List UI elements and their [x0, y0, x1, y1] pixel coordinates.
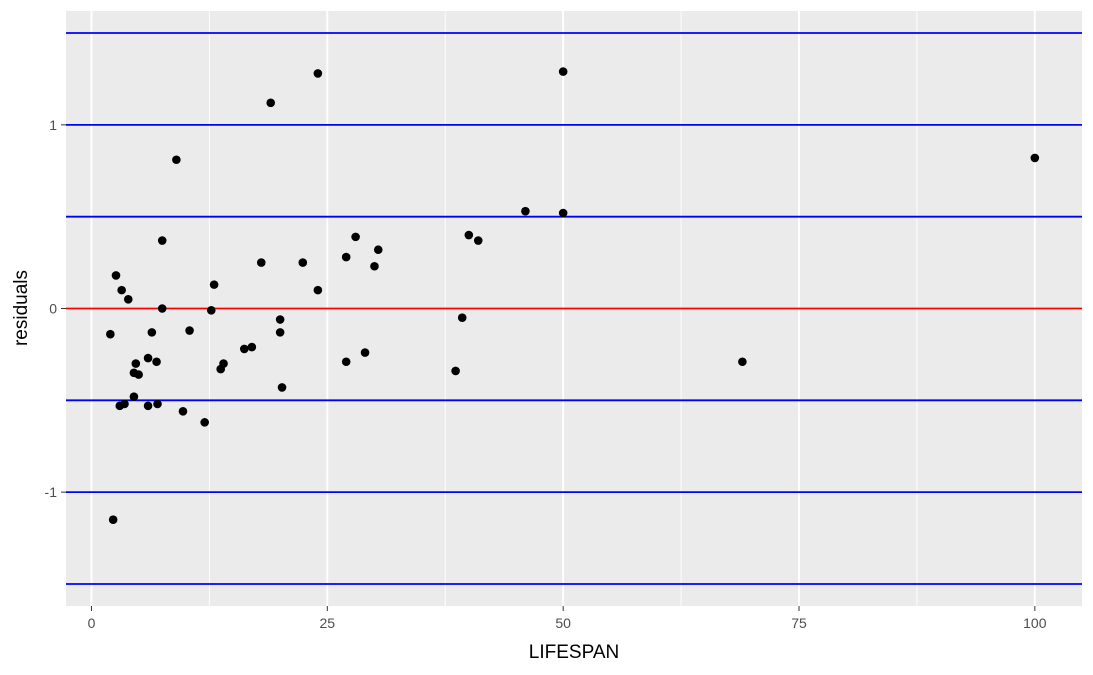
data-point — [143, 353, 153, 363]
x-tick-label: 100 — [1023, 615, 1047, 631]
data-point — [111, 271, 121, 280]
data-point — [464, 230, 474, 240]
data-point — [134, 370, 143, 379]
data-point — [247, 342, 257, 352]
data-point — [131, 359, 141, 368]
data-point — [298, 258, 308, 267]
data-point — [206, 306, 216, 315]
data-point — [266, 98, 276, 108]
x-tick-label: 75 — [791, 615, 807, 631]
data-point — [152, 357, 161, 367]
data-point — [457, 313, 467, 322]
data-point — [120, 399, 129, 409]
data-point — [370, 261, 379, 271]
data-point — [106, 329, 115, 339]
data-point — [275, 328, 285, 337]
data-points — [106, 67, 1040, 524]
y-tick-label: 1 — [49, 117, 57, 133]
data-point — [239, 344, 249, 354]
data-point — [185, 326, 194, 335]
data-point — [341, 357, 351, 367]
data-point — [521, 206, 530, 216]
data-point — [275, 315, 285, 324]
data-point — [117, 285, 126, 295]
data-point — [738, 357, 747, 367]
data-point — [172, 155, 181, 165]
data-point — [360, 348, 370, 357]
data-point — [341, 252, 351, 262]
data-point — [200, 418, 209, 427]
data-point — [373, 245, 383, 255]
data-point — [1030, 153, 1040, 163]
y-axis-title: residuals — [11, 270, 32, 346]
data-point — [157, 304, 167, 313]
data-point — [178, 407, 188, 416]
data-point — [143, 401, 153, 411]
x-tick-label: 0 — [88, 615, 96, 631]
data-point — [313, 285, 323, 295]
x-tick-label: 25 — [320, 615, 336, 631]
y-tick-label: 0 — [49, 301, 57, 317]
data-point — [558, 67, 568, 76]
data-point — [129, 392, 139, 401]
x-tick-label: 50 — [555, 615, 571, 631]
data-point — [473, 236, 483, 245]
data-point — [351, 232, 360, 242]
y-tick-label: -1 — [45, 484, 58, 500]
data-point — [256, 258, 266, 267]
data-point — [123, 295, 133, 304]
data-point — [157, 236, 167, 245]
y-axis-ticks: -1 0 1 — [45, 117, 66, 500]
data-point — [451, 366, 460, 376]
data-point — [313, 69, 323, 78]
reference-lines — [66, 32, 1082, 585]
data-point — [147, 328, 157, 337]
data-point — [209, 280, 219, 289]
data-point — [277, 383, 287, 392]
data-point — [219, 359, 228, 368]
x-axis-title: LIFESPAN — [529, 642, 619, 663]
data-point — [153, 399, 162, 409]
data-point — [108, 515, 118, 524]
data-point — [558, 208, 568, 218]
x-axis-ticks: 0 25 50 75 100 — [88, 606, 1047, 631]
